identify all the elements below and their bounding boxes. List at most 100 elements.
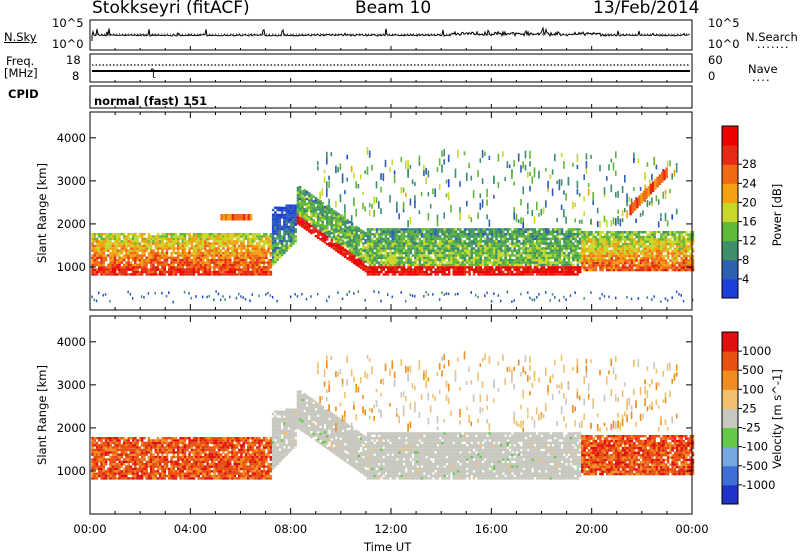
power-cell bbox=[486, 273, 489, 276]
power-cell bbox=[450, 247, 453, 250]
power-cell bbox=[116, 242, 119, 245]
power-cell bbox=[102, 270, 105, 274]
power-cell bbox=[628, 245, 631, 248]
power-cell bbox=[497, 242, 501, 245]
power-cell bbox=[368, 228, 372, 231]
power-cell bbox=[499, 268, 503, 271]
power-cell bbox=[472, 235, 476, 238]
power-cell bbox=[140, 251, 144, 255]
power-cell bbox=[384, 256, 388, 259]
power-cell bbox=[666, 242, 670, 246]
power-cell bbox=[592, 242, 595, 246]
power-cell bbox=[524, 266, 528, 269]
power-clutter bbox=[423, 295, 425, 298]
power-cell bbox=[642, 247, 645, 250]
power-cell bbox=[567, 259, 571, 262]
power-cell bbox=[538, 228, 541, 231]
power-cell bbox=[477, 247, 480, 250]
power-cell bbox=[454, 263, 458, 267]
power-cell bbox=[199, 273, 203, 276]
power-cell bbox=[484, 244, 487, 248]
power-cell bbox=[547, 242, 550, 245]
power-cell bbox=[328, 209, 331, 212]
power-cell bbox=[545, 261, 548, 264]
power-cell bbox=[508, 235, 512, 238]
power-cell bbox=[287, 211, 291, 214]
power-cell bbox=[355, 251, 358, 255]
power-cell bbox=[560, 270, 564, 274]
power-cell bbox=[186, 266, 189, 269]
power-cell bbox=[355, 263, 358, 266]
power-cell bbox=[655, 261, 659, 265]
power-cell bbox=[251, 247, 254, 250]
power-cell bbox=[226, 242, 230, 245]
power-cell bbox=[517, 230, 521, 233]
power-cell bbox=[113, 259, 117, 262]
power-cell bbox=[100, 242, 103, 245]
power-cell bbox=[116, 233, 119, 236]
power-cell bbox=[102, 242, 105, 245]
power-cell bbox=[628, 259, 631, 262]
power-cell bbox=[504, 266, 507, 269]
power-cell bbox=[635, 242, 638, 246]
power-cell bbox=[174, 256, 178, 259]
power-cell bbox=[294, 211, 297, 214]
power-cell bbox=[673, 250, 677, 253]
power-cell bbox=[258, 268, 261, 271]
power-cell bbox=[199, 244, 203, 248]
power-cell bbox=[163, 259, 166, 262]
power-cell bbox=[364, 234, 367, 237]
power-cell bbox=[305, 204, 309, 208]
power-cell bbox=[323, 239, 327, 242]
power-cell bbox=[628, 264, 631, 267]
power-scatter bbox=[621, 210, 624, 217]
power-cell bbox=[91, 244, 94, 248]
power-cell bbox=[258, 249, 261, 252]
power-cell bbox=[427, 230, 431, 233]
power-cell bbox=[116, 235, 119, 238]
power-cell bbox=[617, 233, 620, 236]
power-cell bbox=[506, 270, 510, 274]
power-cell bbox=[502, 244, 505, 248]
power-cell bbox=[190, 254, 194, 257]
power-cell bbox=[572, 247, 575, 250]
power-cell bbox=[484, 242, 487, 245]
power-cell bbox=[366, 242, 370, 245]
power-cell bbox=[520, 242, 523, 245]
power-cell bbox=[590, 247, 593, 250]
power-cell bbox=[612, 266, 616, 269]
power-cell bbox=[461, 259, 464, 262]
power-cell bbox=[495, 240, 498, 243]
power-cell bbox=[195, 244, 198, 248]
power-scatter bbox=[533, 169, 536, 178]
power-cell bbox=[450, 256, 453, 259]
power-cell bbox=[186, 233, 189, 236]
power-cell bbox=[107, 233, 110, 236]
power-scatter bbox=[592, 192, 594, 201]
power-cell bbox=[188, 235, 191, 238]
power-cell bbox=[328, 230, 331, 233]
power-cell bbox=[606, 264, 609, 267]
power-clutter bbox=[391, 295, 393, 299]
power-cell bbox=[499, 273, 503, 276]
power-cell bbox=[590, 231, 593, 234]
power-cell bbox=[569, 249, 573, 252]
power-cell bbox=[206, 235, 209, 238]
power-cell bbox=[143, 268, 146, 271]
power-cell bbox=[113, 263, 117, 267]
power-cell bbox=[210, 254, 214, 257]
power-cell bbox=[262, 254, 266, 257]
power-cell bbox=[685, 257, 688, 260]
power-cell bbox=[402, 230, 406, 233]
power-cell bbox=[303, 215, 306, 218]
power-cell bbox=[172, 244, 175, 248]
power-cell bbox=[102, 261, 105, 264]
power-cell bbox=[675, 261, 679, 265]
power-cell bbox=[637, 250, 641, 253]
power-cell bbox=[357, 236, 361, 240]
power-cell bbox=[122, 254, 126, 257]
power-cell bbox=[527, 268, 530, 271]
power-cell bbox=[495, 233, 498, 236]
power-cell bbox=[217, 266, 221, 269]
power-cell bbox=[576, 251, 580, 255]
